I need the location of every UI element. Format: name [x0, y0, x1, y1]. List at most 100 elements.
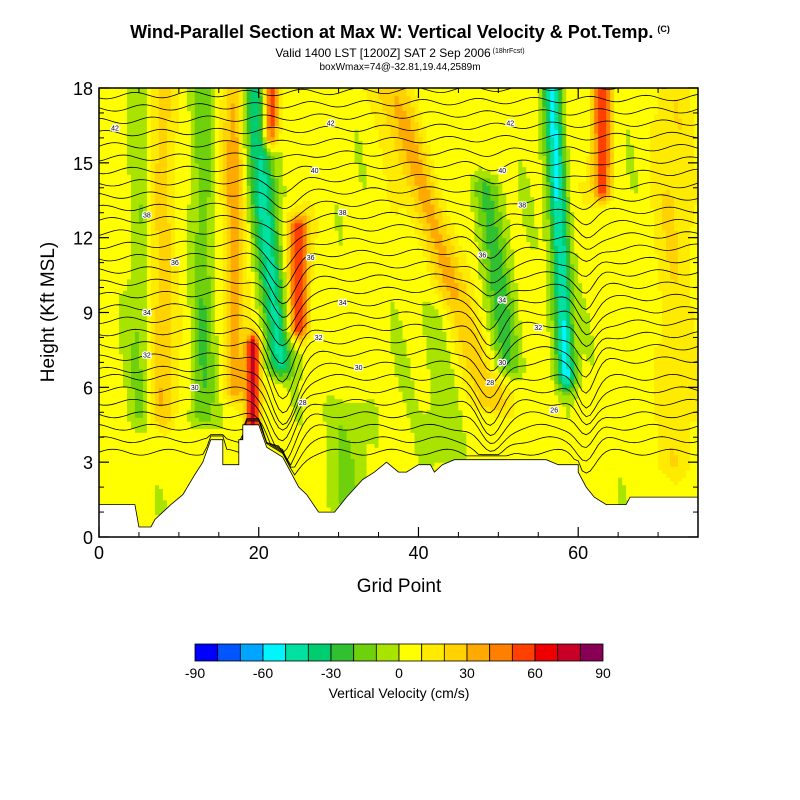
heatmap-cell	[170, 432, 176, 437]
heatmap-cell	[130, 215, 136, 220]
heatmap-cell	[154, 278, 160, 284]
heatmap-cell	[150, 469, 156, 474]
heatmap-cell	[154, 222, 160, 228]
heatmap-cell	[222, 233, 228, 239]
heatmap-cell	[246, 144, 252, 149]
heatmap-cell	[102, 282, 108, 287]
heatmap-cell	[226, 117, 232, 123]
heatmap-cell	[146, 308, 152, 314]
heatmap-cell	[198, 319, 204, 325]
heatmap-cell	[182, 222, 188, 228]
heatmap-cell	[162, 376, 168, 381]
heatmap-cell	[178, 203, 184, 209]
heatmap-cell	[258, 316, 264, 321]
heatmap-cell	[238, 338, 244, 344]
heatmap-cell	[130, 361, 136, 366]
heatmap-cell	[186, 140, 192, 145]
heatmap-cell	[102, 480, 108, 486]
heatmap-cell	[114, 260, 120, 265]
heatmap-cell	[102, 428, 108, 433]
heatmap-cell	[218, 417, 224, 422]
heatmap-cell	[150, 450, 156, 456]
heatmap-cell	[198, 357, 204, 362]
heatmap-cell	[99, 215, 104, 220]
heatmap-cell	[142, 477, 148, 482]
heatmap-cell	[146, 406, 152, 411]
heatmap-cell	[258, 342, 264, 347]
heatmap-cell	[102, 162, 108, 168]
heatmap-cell	[250, 88, 256, 93]
heatmap-cell	[150, 200, 156, 205]
heatmap-cell	[238, 290, 244, 295]
heatmap-cell	[130, 286, 136, 291]
heatmap-cell	[202, 391, 208, 396]
heatmap-cell	[234, 177, 240, 183]
heatmap-cell	[166, 316, 172, 321]
heatmap-cell	[258, 387, 264, 392]
heatmap-cell	[102, 218, 108, 224]
heatmap-cell	[118, 499, 124, 504]
heatmap-cell	[254, 349, 260, 355]
heatmap-cell	[202, 185, 208, 190]
heatmap-cell	[138, 121, 144, 127]
heatmap-cell	[254, 383, 260, 388]
heatmap-cell	[114, 147, 120, 153]
heatmap-cell	[178, 349, 184, 355]
heatmap-cell	[114, 308, 120, 314]
heatmap-cell	[130, 394, 136, 400]
heatmap-cell	[134, 379, 140, 385]
heatmap-cell	[174, 252, 180, 257]
heatmap-cell	[142, 480, 148, 486]
heatmap-cell	[214, 125, 220, 130]
heatmap-cell	[258, 319, 264, 325]
heatmap-cell	[250, 263, 256, 269]
heatmap-cell	[230, 132, 236, 138]
heatmap-cell	[254, 218, 260, 224]
heatmap-cell	[114, 275, 120, 280]
heatmap-cell	[234, 290, 240, 295]
heatmap-cell	[122, 174, 128, 179]
heatmap-cell	[118, 114, 124, 119]
heatmap-cell	[102, 413, 108, 418]
heatmap-cell	[106, 196, 112, 201]
heatmap-cell	[154, 203, 160, 209]
heatmap-cell	[106, 495, 112, 501]
heatmap-cell	[174, 308, 180, 314]
heatmap-cell	[218, 312, 224, 317]
heatmap-cell	[234, 323, 240, 329]
heatmap-cell	[186, 185, 192, 190]
heatmap-cell	[142, 450, 148, 456]
heatmap-cell	[166, 376, 172, 381]
heatmap-cell	[178, 376, 184, 381]
heatmap-cell	[186, 338, 192, 344]
heatmap-cell	[258, 114, 264, 119]
heatmap-cell	[150, 346, 156, 351]
heatmap-cell	[110, 406, 116, 411]
heatmap-cell	[242, 334, 248, 340]
heatmap-cell	[114, 391, 120, 396]
heatmap-cell	[130, 170, 136, 175]
heatmap-cell	[190, 144, 196, 149]
heatmap-cell	[102, 290, 108, 295]
heatmap-cell	[170, 383, 176, 388]
heatmap-cell	[254, 357, 260, 362]
heatmap-cell	[106, 99, 112, 104]
heatmap-cell	[226, 136, 232, 141]
heatmap-cell	[166, 114, 172, 119]
heatmap-cell	[110, 319, 116, 325]
heatmap-cell	[142, 290, 148, 295]
heatmap-cell	[182, 196, 188, 201]
heatmap-cell	[162, 99, 168, 104]
heatmap-cell	[214, 252, 220, 257]
heatmap-cell	[166, 492, 172, 497]
heatmap-cell	[118, 379, 124, 385]
heatmap-cell	[222, 185, 228, 190]
heatmap-cell	[166, 477, 172, 482]
heatmap-cell	[142, 241, 148, 246]
heatmap-cell	[154, 151, 160, 156]
heatmap-cell	[99, 166, 104, 171]
heatmap-cell	[258, 215, 264, 220]
heatmap-cell	[154, 132, 160, 138]
heatmap-cell	[146, 245, 152, 250]
heatmap-cell	[162, 480, 168, 486]
